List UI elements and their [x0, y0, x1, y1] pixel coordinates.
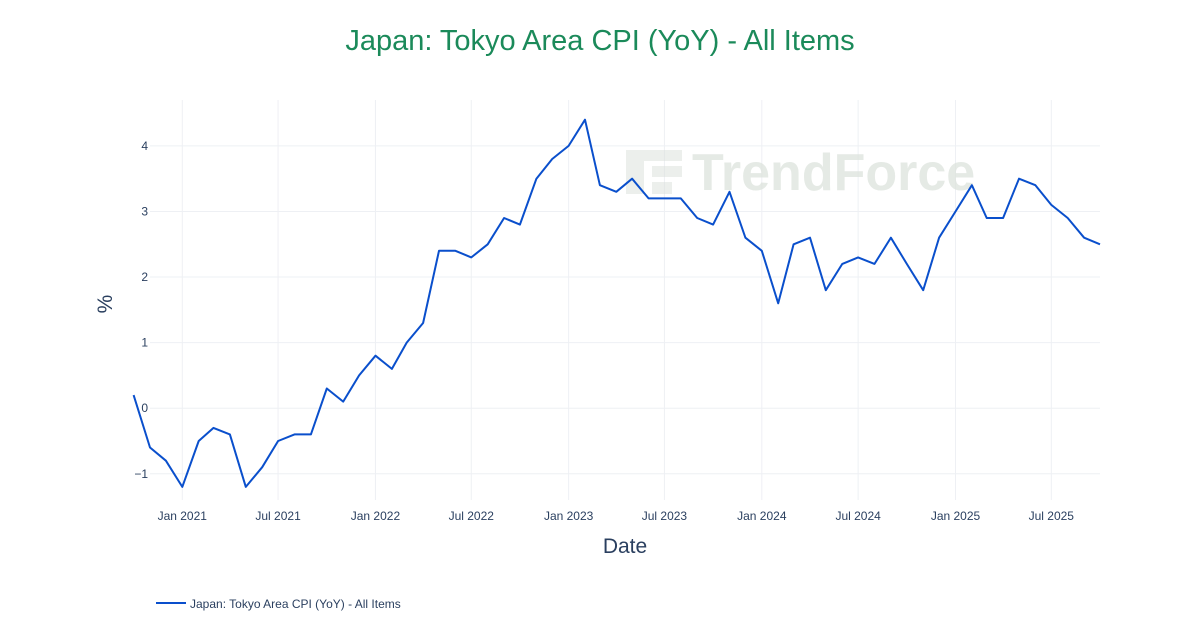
y-axis-title: % [94, 295, 117, 314]
chart-title: Japan: Tokyo Area CPI (YoY) - All Items [345, 25, 854, 57]
y-tick-label: 0 [141, 401, 148, 415]
y-tick-label: 3 [141, 204, 148, 218]
y-tick-label: 1 [141, 336, 148, 350]
series-line [132, 118, 1101, 488]
x-tick-label: Jan 2023 [544, 509, 594, 523]
x-tick-label: Jul 2021 [255, 509, 301, 523]
trendforce-logo-icon [626, 150, 682, 194]
y-tick-label: −1 [134, 467, 148, 481]
x-axis-title: Date [603, 535, 647, 558]
x-tick-label: Jan 2022 [351, 509, 401, 523]
x-axis-ticks: Jan 2021 Jul 2021 Jan 2022 Jul 2022 Jan 2023… [158, 509, 1075, 523]
x-tick-label: Jan 2021 [158, 509, 208, 523]
legend[interactable]: Japan: Tokyo Area CPI (YoY) - All Items [156, 597, 401, 611]
series-layer [132, 118, 1101, 488]
watermark-text: TrendForce [692, 144, 975, 202]
y-axis-ticks: −1 0 1 2 3 4 [134, 139, 148, 481]
legend-label: Japan: Tokyo Area CPI (YoY) - All Items [190, 597, 401, 611]
x-tick-label: Jul 2022 [449, 509, 495, 523]
y-tick-label: 4 [141, 139, 148, 153]
x-tick-label: Jan 2025 [931, 509, 981, 523]
x-tick-label: Jul 2024 [835, 509, 881, 523]
x-tick-label: Jan 2024 [737, 509, 787, 523]
x-tick-label: Jul 2023 [642, 509, 688, 523]
y-tick-label: 2 [141, 270, 148, 284]
watermark-logo: TrendForce [626, 144, 975, 202]
x-tick-label: Jul 2025 [1029, 509, 1075, 523]
